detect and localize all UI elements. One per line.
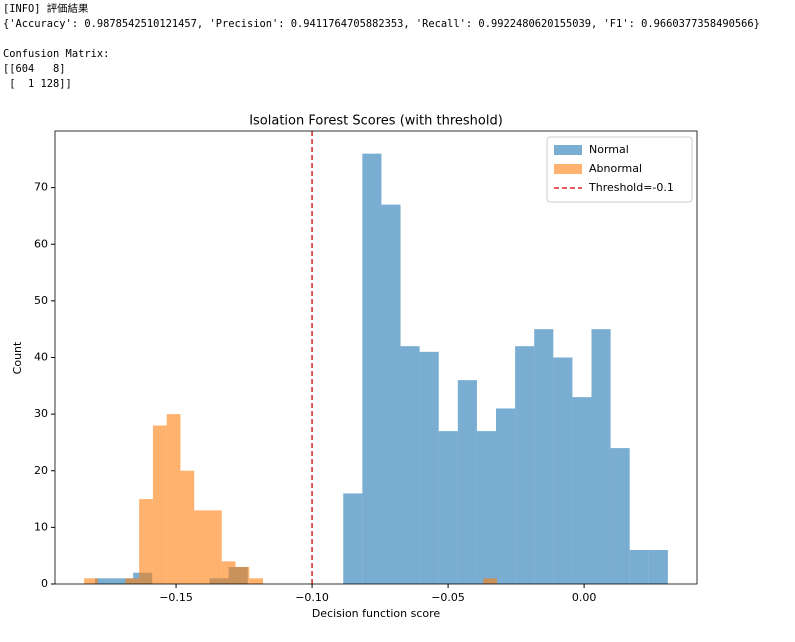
x-tick-label: 0.00 xyxy=(572,591,597,604)
histogram-bar xyxy=(207,510,222,584)
histogram-bar xyxy=(476,431,497,584)
y-tick-label: 0 xyxy=(41,577,48,590)
matrix-row: [ 1 128]] xyxy=(3,78,72,90)
y-tick-label: 70 xyxy=(34,181,48,194)
matrix-row: [[604 8] xyxy=(3,63,66,75)
histogram-bar xyxy=(125,578,140,584)
histogram-bar xyxy=(180,470,195,584)
histogram-bar xyxy=(166,414,181,584)
histogram-bar xyxy=(400,346,420,584)
histogram-bar xyxy=(152,425,167,584)
y-axis-label: Count xyxy=(11,341,24,374)
histogram-bar xyxy=(534,329,554,584)
info-line: [INFO] 評価結果 xyxy=(3,3,89,15)
y-tick-label: 50 xyxy=(34,294,48,307)
y-tick-label: 10 xyxy=(34,520,48,533)
metrics-line: {'Accuracy': 0.9878542510121457, 'Precis… xyxy=(3,18,760,30)
histogram-bar xyxy=(572,397,592,584)
histogram-bar xyxy=(515,346,535,584)
histogram-bar xyxy=(221,561,236,584)
x-tick-label: −0.10 xyxy=(295,591,329,604)
legend-swatch xyxy=(554,145,582,155)
legend: Normal Abnormal Threshold=-0.1 xyxy=(546,136,693,203)
histogram-bar xyxy=(381,204,401,585)
histogram-bar xyxy=(94,578,115,584)
histogram-bar xyxy=(194,510,208,584)
histogram-bar xyxy=(362,153,382,584)
histogram-bar xyxy=(457,380,477,584)
legend-label: Normal xyxy=(589,143,629,156)
histogram-bar xyxy=(483,578,498,584)
matrix-title: Confusion Matrix: xyxy=(3,48,110,60)
histogram-bar xyxy=(235,567,250,584)
histogram-bar xyxy=(343,493,363,584)
chart-title: Isolation Forest Scores (with threshold) xyxy=(249,114,503,129)
histogram-bar xyxy=(249,578,264,584)
histogram-bar xyxy=(496,408,516,584)
x-tick-label: −0.15 xyxy=(159,591,193,604)
histogram-bar xyxy=(84,578,98,584)
histogram-bar xyxy=(629,550,649,584)
legend-frame xyxy=(546,136,693,203)
console-output: [INFO] 評価結果 {'Accuracy': 0.98785425101214… xyxy=(3,2,760,92)
histogram-bar xyxy=(553,357,573,584)
histogram-bar xyxy=(610,448,630,584)
legend-label: Abnormal xyxy=(589,162,642,175)
y-tick-label: 30 xyxy=(34,407,48,420)
histogram-bar xyxy=(114,578,134,584)
plot-area xyxy=(84,153,668,585)
histogram-bar xyxy=(419,351,439,584)
legend-swatch xyxy=(554,164,582,174)
histogram-bar xyxy=(591,329,611,584)
x-axis-label: Decision function score xyxy=(312,607,441,620)
legend-label: Threshold=-0.1 xyxy=(588,181,674,194)
histogram-bar xyxy=(648,550,668,584)
y-tick-label: 20 xyxy=(34,464,48,477)
y-tick-label: 60 xyxy=(34,237,48,250)
histogram-bar xyxy=(438,431,458,584)
y-tick-label: 40 xyxy=(34,351,48,364)
histogram-bar xyxy=(139,499,153,584)
x-tick-label: −0.05 xyxy=(431,591,465,604)
